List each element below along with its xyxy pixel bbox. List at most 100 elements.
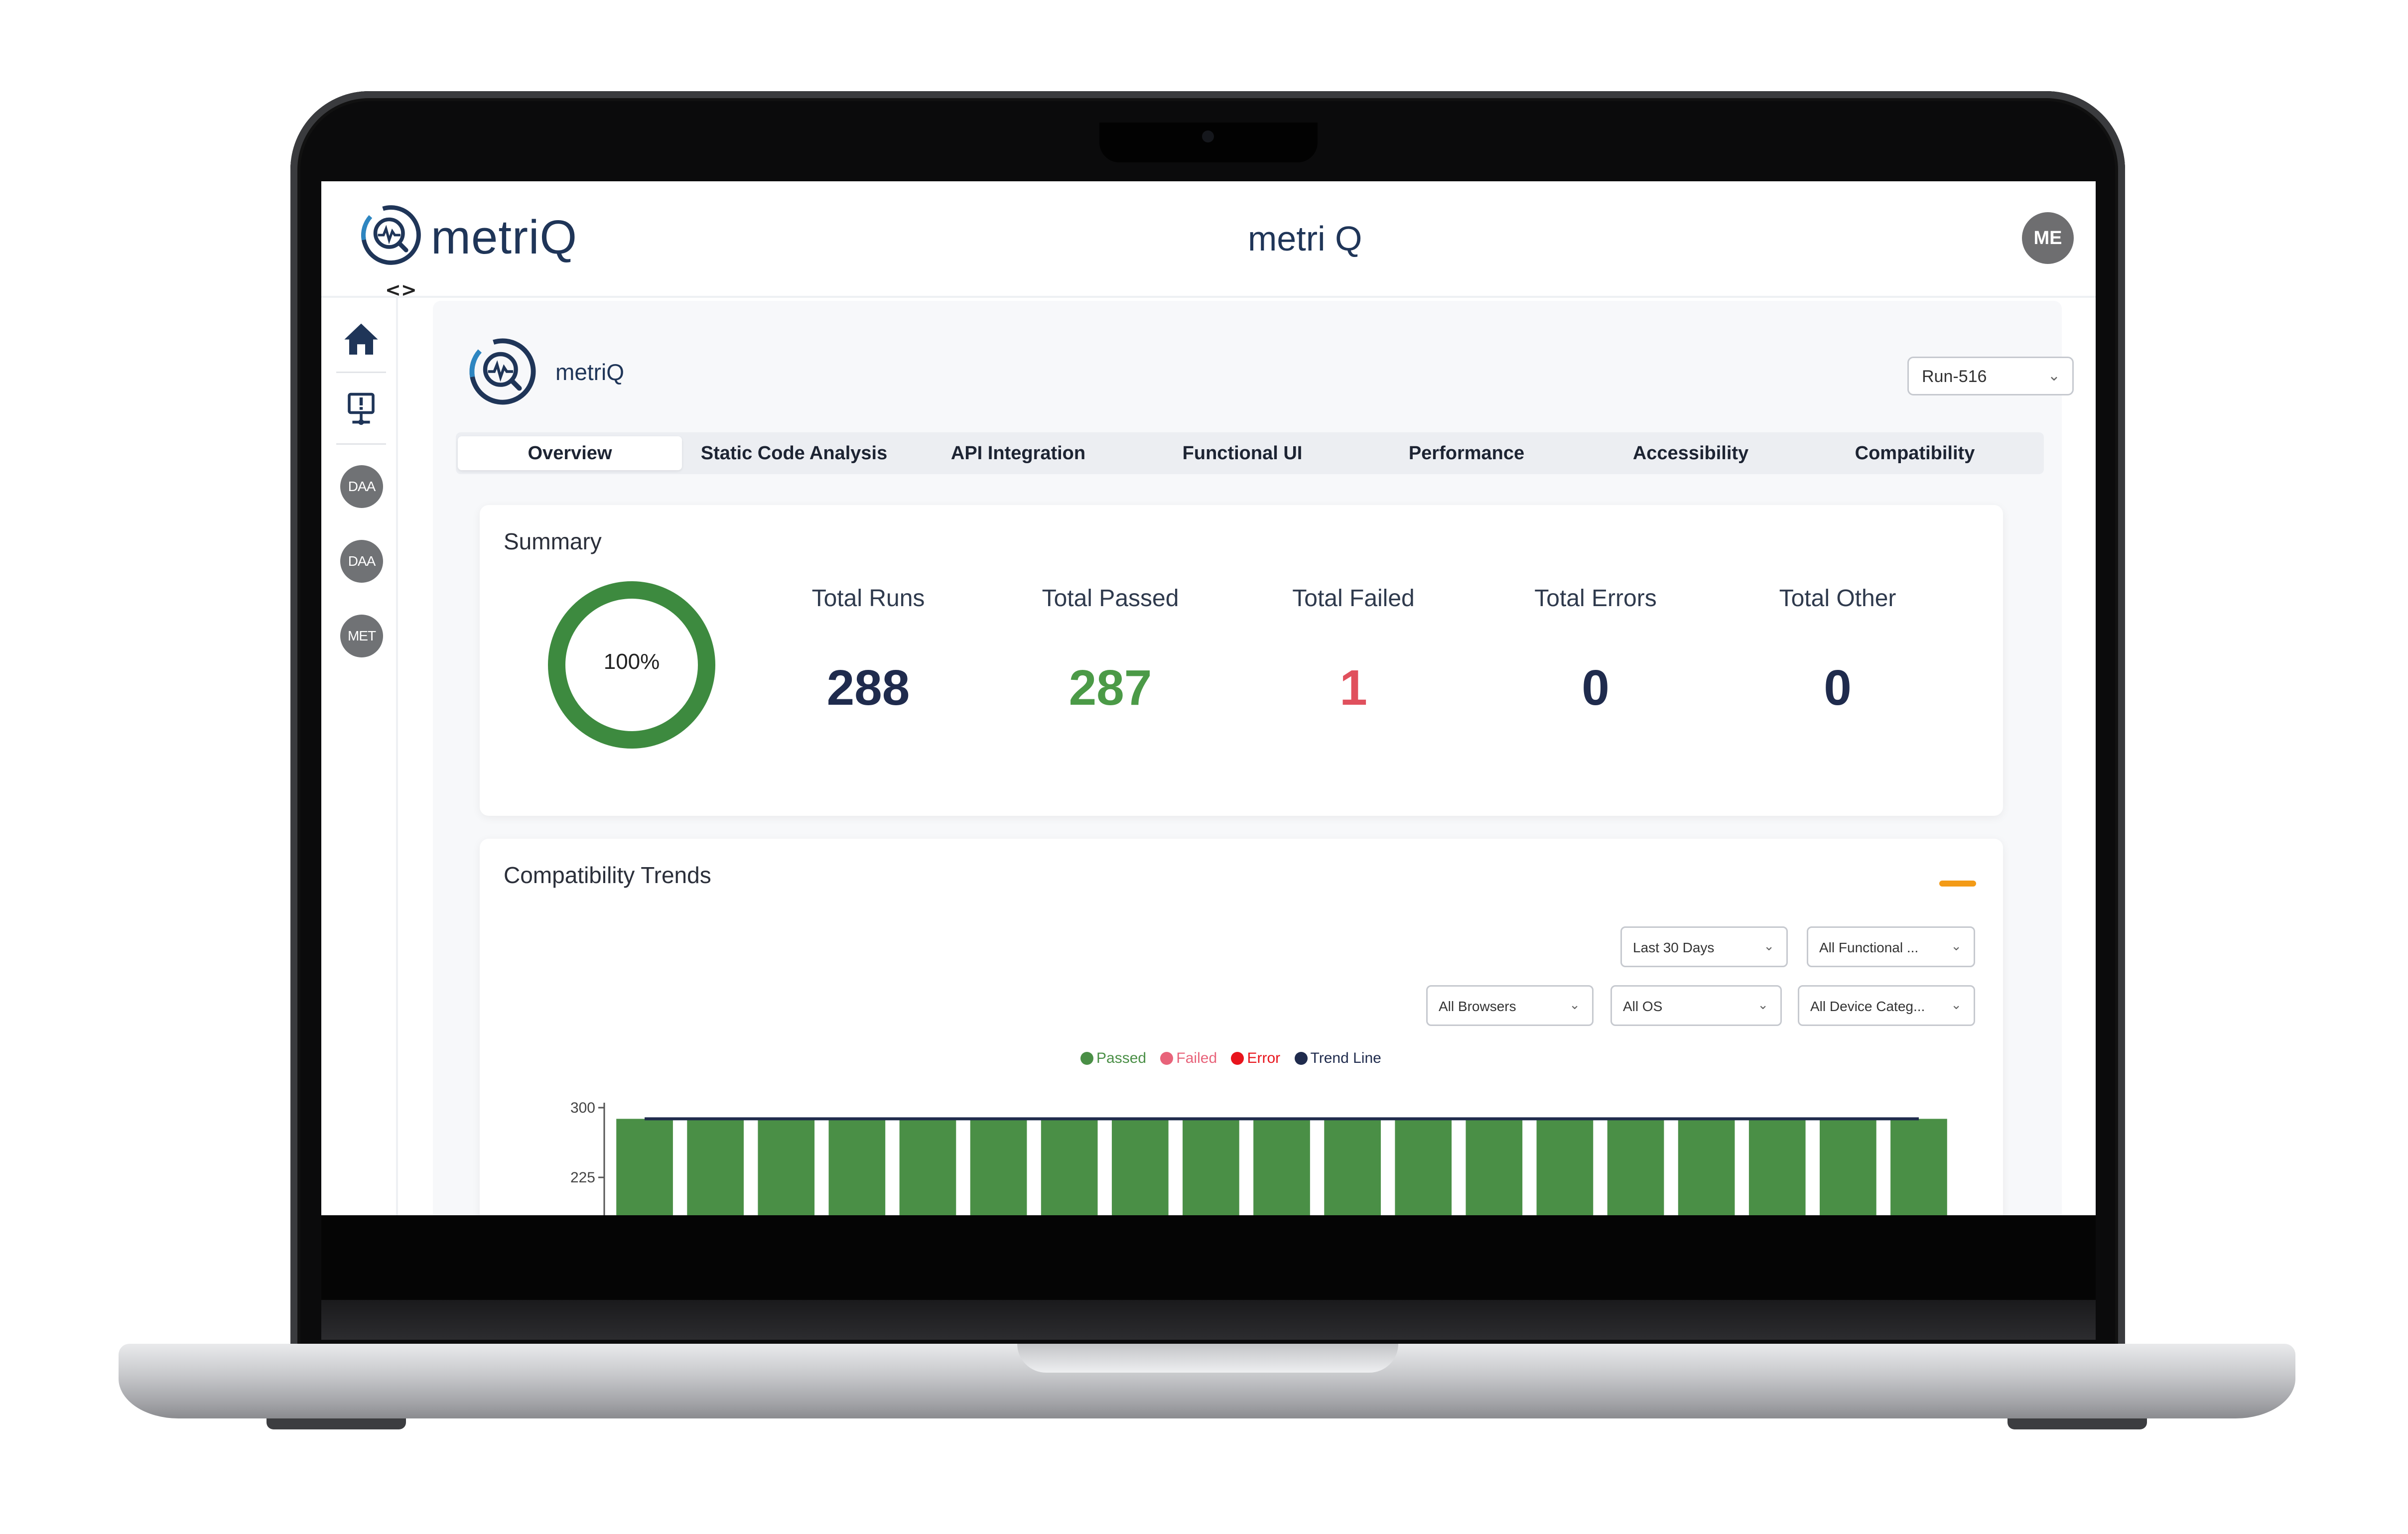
sidebar-project-avatar[interactable]: DAA (340, 465, 383, 508)
bar-passed[interactable] (616, 1119, 673, 1215)
chevron-down-icon: ⌄ (1757, 998, 1768, 1013)
browser-filter[interactable]: All Browsers ⌄ (1426, 985, 1594, 1026)
bar-passed[interactable] (1183, 1119, 1239, 1215)
project-name: metriQ (555, 359, 624, 385)
tab-performance[interactable]: Performance (1408, 443, 1525, 464)
summary-title: Summary (504, 528, 602, 554)
suite-filter[interactable]: All Functional ... ⌄ (1807, 926, 1975, 967)
legend-label: Failed (1176, 1050, 1217, 1066)
bar-passed[interactable] (1607, 1119, 1664, 1215)
tab-bar: Overview Static Code Analysis API Integr… (456, 432, 2044, 474)
os-filter-value: All OS (1623, 999, 1663, 1014)
stat-label-total-other: Total Other (1779, 585, 1896, 612)
laptop-foot-right (2007, 1418, 2147, 1429)
device-category-filter-value: All Device Categ... (1810, 999, 1925, 1014)
stat-label-total-runs: Total Runs (811, 585, 925, 612)
home-icon[interactable] (341, 319, 381, 359)
bar-passed[interactable] (1678, 1119, 1735, 1215)
bar-passed[interactable] (687, 1119, 744, 1215)
stat-label-total-passed: Total Passed (1042, 585, 1179, 612)
tab-static-code-analysis[interactable]: Static Code Analysis (700, 443, 888, 464)
bar-passed[interactable] (1253, 1119, 1310, 1215)
run-select[interactable]: Run-516 ⌄ (1907, 357, 2074, 395)
page-title: metri Q (1248, 219, 1362, 258)
tab-accessibility[interactable]: Accessibility (1632, 443, 1749, 464)
metriq-logo-icon[interactable] (360, 204, 422, 266)
camera-lens (1202, 130, 1214, 142)
laptop-opening-lip (1017, 1344, 1398, 1373)
brand-name: metriQ (431, 211, 577, 264)
camera-notch (1099, 123, 1318, 162)
app-screen: metriQ metri Q ME <> DAA DAA MET m (321, 181, 2096, 1215)
sidebar-project-avatar[interactable]: DAA (340, 540, 383, 583)
compatibility-trend-chart: 300 225 (570, 1100, 1947, 1215)
main-content: metriQ Run-516 ⌄ Overview Static Code An… (433, 301, 2074, 1215)
run-select-value: Run-516 (1922, 367, 1987, 386)
period-filter[interactable]: Last 30 Days ⌄ (1620, 926, 1788, 967)
sidebar-divider (336, 443, 386, 445)
chevron-down-icon: ⌄ (1951, 998, 1962, 1013)
legend-dot (1231, 1052, 1244, 1065)
top-bar: metriQ metri Q ME <> (321, 181, 2096, 301)
sidebar-toggle-icon[interactable]: <> (385, 279, 417, 301)
browser-filter-value: All Browsers (1439, 999, 1516, 1014)
tab-functional-ui[interactable]: Functional UI (1182, 443, 1303, 464)
minimize-icon[interactable] (1939, 881, 1976, 887)
period-filter-value: Last 30 Days (1633, 940, 1715, 955)
user-avatar[interactable]: ME (2022, 212, 2074, 264)
stat-value-total-failed: 1 (1339, 660, 1367, 716)
device-category-filter[interactable]: All Device Categ... ⌄ (1798, 985, 1975, 1026)
bar-passed[interactable] (970, 1119, 1027, 1215)
pass-rate-donut (548, 581, 715, 749)
legend-label: Trend Line (1310, 1050, 1381, 1066)
y-tick-label: 225 (570, 1169, 595, 1186)
os-filter[interactable]: All OS ⌄ (1610, 985, 1782, 1026)
sidebar: DAA DAA MET (321, 298, 398, 1215)
bar-passed[interactable] (758, 1119, 815, 1215)
chevron-down-icon: ⌄ (1951, 939, 1962, 954)
bar-passed[interactable] (1041, 1119, 1098, 1215)
stat-value-total-errors: 0 (1582, 660, 1609, 716)
trends-title: Compatibility Trends (504, 862, 711, 888)
bar-passed[interactable] (1111, 1119, 1169, 1215)
legend-item[interactable]: Trend Line (1294, 1050, 1381, 1066)
stat-label-total-errors: Total Errors (1534, 585, 1657, 612)
project-logo-icon (469, 338, 536, 405)
screen-bottom-bezel (321, 1215, 2096, 1300)
bar-passed[interactable] (1536, 1119, 1594, 1215)
legend-label: Passed (1096, 1050, 1147, 1066)
summary-card: Summary 100% Total Runs 288 Total Passed… (480, 505, 2003, 816)
stat-value-total-passed: 287 (1069, 660, 1152, 716)
compatibility-trends-card: Compatibility Trends Last 30 Days ⌄ All … (480, 839, 2003, 1215)
chart-legend: Passed Failed Error Trend Line (1080, 1050, 1391, 1067)
bar-passed[interactable] (1466, 1119, 1523, 1215)
bar-passed[interactable] (1820, 1119, 1876, 1215)
legend-dot (1294, 1052, 1308, 1065)
legend-item[interactable]: Passed (1080, 1050, 1146, 1066)
bar-passed[interactable] (828, 1119, 886, 1215)
chevron-down-icon: ⌄ (1763, 939, 1774, 954)
bar-passed[interactable] (1748, 1119, 1806, 1215)
legend-item[interactable]: Failed (1160, 1050, 1217, 1066)
laptop-foot-left (267, 1418, 406, 1429)
stat-value-total-other: 0 (1824, 660, 1852, 716)
bar-passed[interactable] (1890, 1119, 1947, 1215)
legend-label: Error (1247, 1050, 1281, 1066)
pass-rate-label: 100% (603, 649, 660, 674)
sidebar-divider (336, 372, 386, 373)
suite-filter-value: All Functional ... (1819, 940, 1919, 955)
bar-passed[interactable] (1324, 1119, 1381, 1215)
sidebar-project-avatar[interactable]: MET (340, 615, 383, 657)
monitor-alert-icon[interactable] (341, 389, 381, 429)
tab-overview[interactable]: Overview (458, 436, 682, 470)
chevron-down-icon: ⌄ (1569, 998, 1580, 1013)
y-tick-label: 300 (570, 1100, 595, 1116)
tab-compatibility[interactable]: Compatibility (1855, 443, 1975, 464)
bar-passed[interactable] (1395, 1119, 1452, 1215)
laptop-hinge (321, 1300, 2096, 1340)
stat-label-total-failed: Total Failed (1292, 585, 1415, 612)
bar-passed[interactable] (899, 1119, 956, 1215)
legend-item[interactable]: Error (1231, 1050, 1280, 1066)
stat-value-total-runs: 288 (826, 660, 910, 716)
tab-api-integration[interactable]: API Integration (950, 443, 1086, 464)
